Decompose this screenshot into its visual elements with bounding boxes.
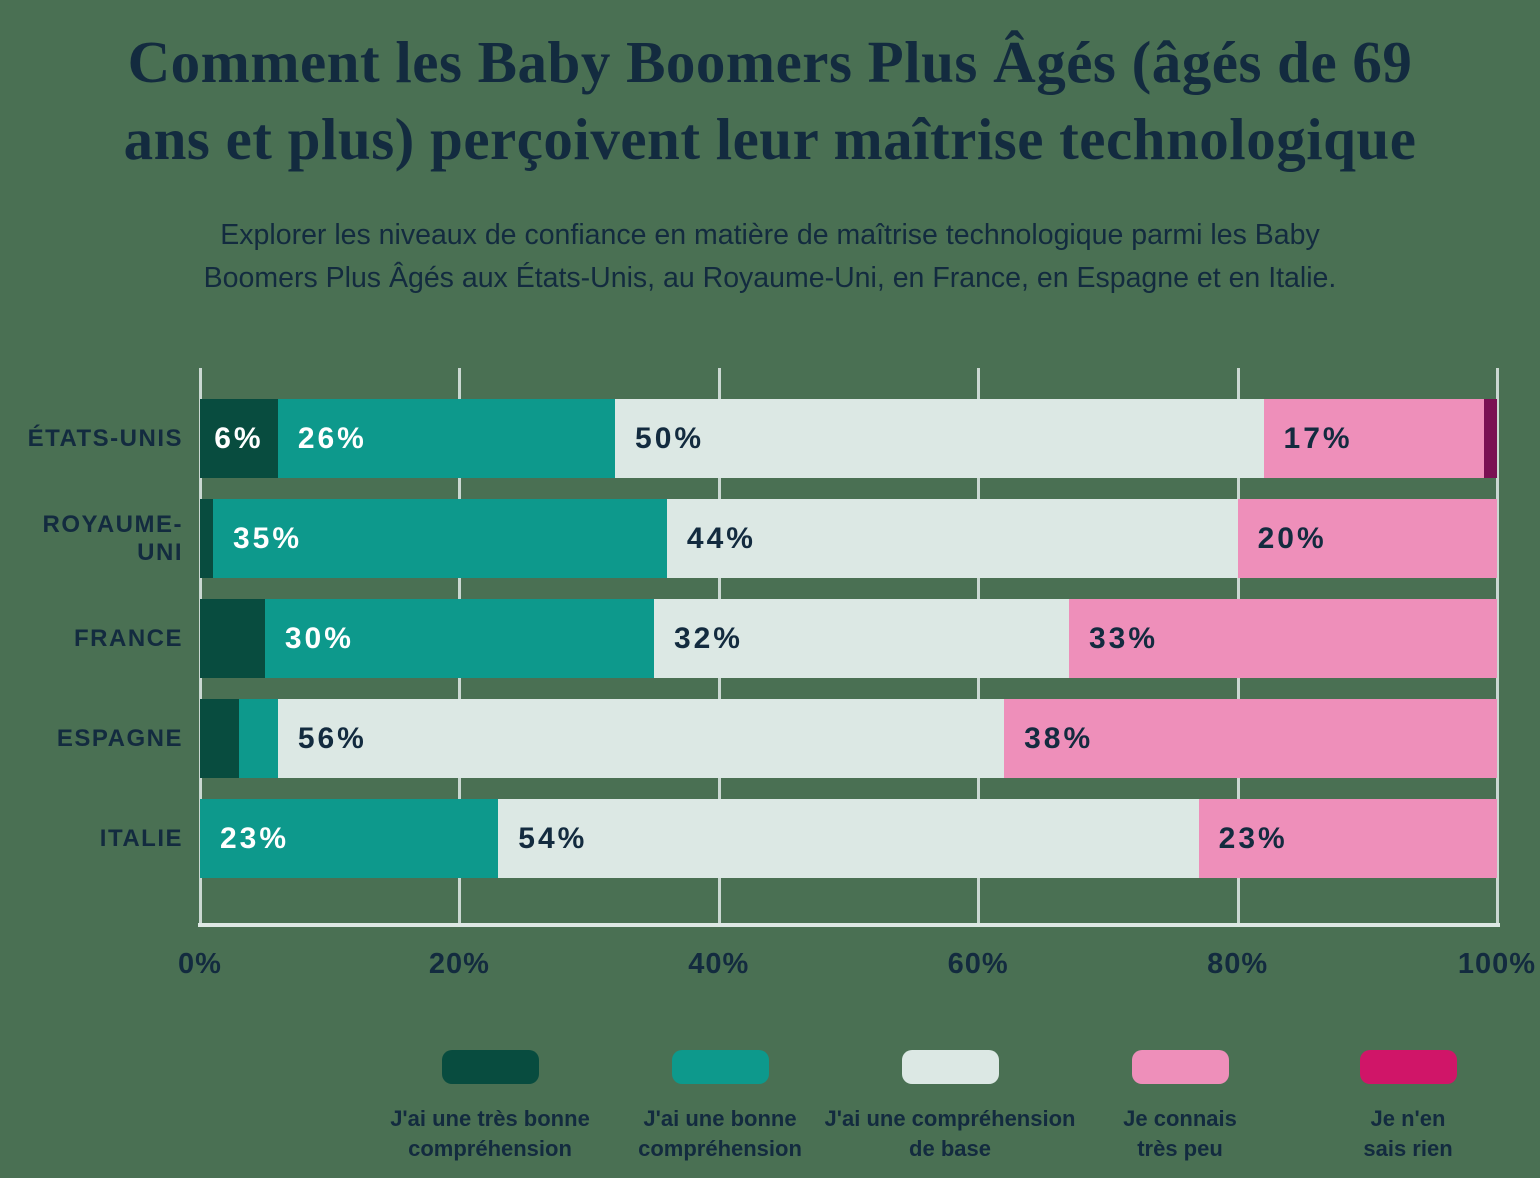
bar-value-label: 33% xyxy=(1088,621,1159,655)
bar-segment xyxy=(200,599,265,678)
legend-item-4: Je connais très peu xyxy=(1050,1050,1310,1164)
bar-value-label: 26% xyxy=(297,421,367,455)
plot-area: 6% 26% 50% 17% 35% 44% 20% 30% 32% 33% 56% 38% 23% 54… xyxy=(199,368,1499,925)
legend-swatch-5 xyxy=(1359,1050,1457,1084)
bar-segment xyxy=(200,499,213,578)
legend-label-1: J'ai une très bonne compréhension xyxy=(390,1106,590,1161)
bar-row-1: 6% 26% 50% 17% xyxy=(200,399,1497,478)
bar-segment: 35% xyxy=(212,499,667,578)
legend-item-1: J'ai une très bonne compréhension xyxy=(360,1050,620,1164)
bar-segment: 33% xyxy=(1068,599,1497,678)
x-tick-label-20: 20% xyxy=(428,948,490,980)
legend-swatch-2 xyxy=(671,1050,769,1084)
bar-value-label: 20% xyxy=(1257,521,1327,555)
category-label-4: ESPAGNE xyxy=(56,724,183,752)
bar-segment: 26% xyxy=(277,399,616,478)
bar-value-label: 17% xyxy=(1283,421,1353,455)
chart-title-line1: Comment les Baby Boomers Plus Âgés (âgés… xyxy=(127,29,1413,95)
bar-segment: 56% xyxy=(277,699,1005,778)
bar-row-3: 30% 32% 33% xyxy=(200,599,1497,678)
bar-segment: 17% xyxy=(1263,399,1485,478)
bar-value-label: 23% xyxy=(220,821,290,855)
bar-value-label: 50% xyxy=(635,421,705,455)
legend-swatch-4 xyxy=(1131,1050,1229,1084)
bar-segment: 44% xyxy=(666,499,1238,578)
bar-value-label: 38% xyxy=(1024,721,1094,755)
x-tick-label-0: 0% xyxy=(178,948,222,980)
x-tick-label-60: 60% xyxy=(947,948,1009,980)
bar-value-label: 35% xyxy=(232,521,303,555)
chart-title: Comment les Baby Boomers Plus Âgés (âgés… xyxy=(0,24,1540,178)
x-tick-label-80: 80% xyxy=(1207,948,1269,980)
legend-label-4: Je connais très peu xyxy=(1123,1106,1237,1161)
chart-subtitle-line1: Explorer les niveaux de confiance en mat… xyxy=(220,219,1320,251)
category-label-5: ITALIE xyxy=(99,824,183,852)
bar-segment: 30% xyxy=(264,599,654,678)
legend-swatch-3 xyxy=(901,1050,999,1084)
bar-segment: 23% xyxy=(1198,799,1497,878)
bar-value-label: 54% xyxy=(518,821,588,855)
x-axis-line xyxy=(198,923,1500,927)
x-tick-label-40: 40% xyxy=(688,948,750,980)
bar-value-label: 32% xyxy=(673,621,743,655)
bar-segment xyxy=(238,699,278,778)
bar-row-2: 35% 44% 20% xyxy=(200,499,1497,578)
legend-label-3: J'ai une compréhension de base xyxy=(824,1106,1076,1161)
bar-segment: 54% xyxy=(498,799,1199,878)
category-label-2: ROYAUME-UNI xyxy=(42,510,183,566)
legend-item-3: J'ai une compréhension de base xyxy=(820,1050,1080,1164)
gridline-100 xyxy=(1496,368,1499,925)
bar-value-label: 30% xyxy=(284,621,354,655)
bar-segment: 20% xyxy=(1237,499,1497,578)
bar-row-5: 23% 54% 23% xyxy=(200,799,1497,878)
bar-segment: 6% xyxy=(200,399,278,478)
legend-label-5: Je n'en sais rien xyxy=(1363,1106,1453,1161)
chart-subtitle: Explorer les niveaux de confiance en mat… xyxy=(0,214,1540,300)
bar-value-label: 44% xyxy=(686,521,756,555)
bar-value-label: 23% xyxy=(1218,821,1288,855)
legend-label-2: J'ai une bonne compréhension xyxy=(638,1106,802,1161)
bar-segment: 38% xyxy=(1004,699,1497,778)
x-tick-label-100: 100% xyxy=(1457,948,1537,980)
legend-item-5: Je n'en sais rien xyxy=(1278,1050,1538,1164)
bar-segment xyxy=(200,699,239,778)
bar-value-label: 6% xyxy=(214,421,264,455)
category-label-1: ÉTATS-UNIS xyxy=(27,424,183,452)
bar-segment: 23% xyxy=(200,799,499,878)
bar-segment: 32% xyxy=(653,599,1069,678)
category-label-3: FRANCE xyxy=(74,624,183,652)
legend-item-2: J'ai une bonne compréhension xyxy=(590,1050,850,1164)
legend-swatch-1 xyxy=(441,1050,539,1084)
bar-segment: 50% xyxy=(615,399,1264,478)
chart-subtitle-line2: Boomers Plus Âgés aux États-Unis, au Roy… xyxy=(203,262,1337,294)
bar-value-label: 56% xyxy=(297,721,367,755)
bar-row-4: 56% 38% xyxy=(200,699,1497,778)
bar-segment xyxy=(1484,399,1497,478)
chart-title-line2: ans et plus) perçoivent leur maîtrise te… xyxy=(123,106,1417,172)
